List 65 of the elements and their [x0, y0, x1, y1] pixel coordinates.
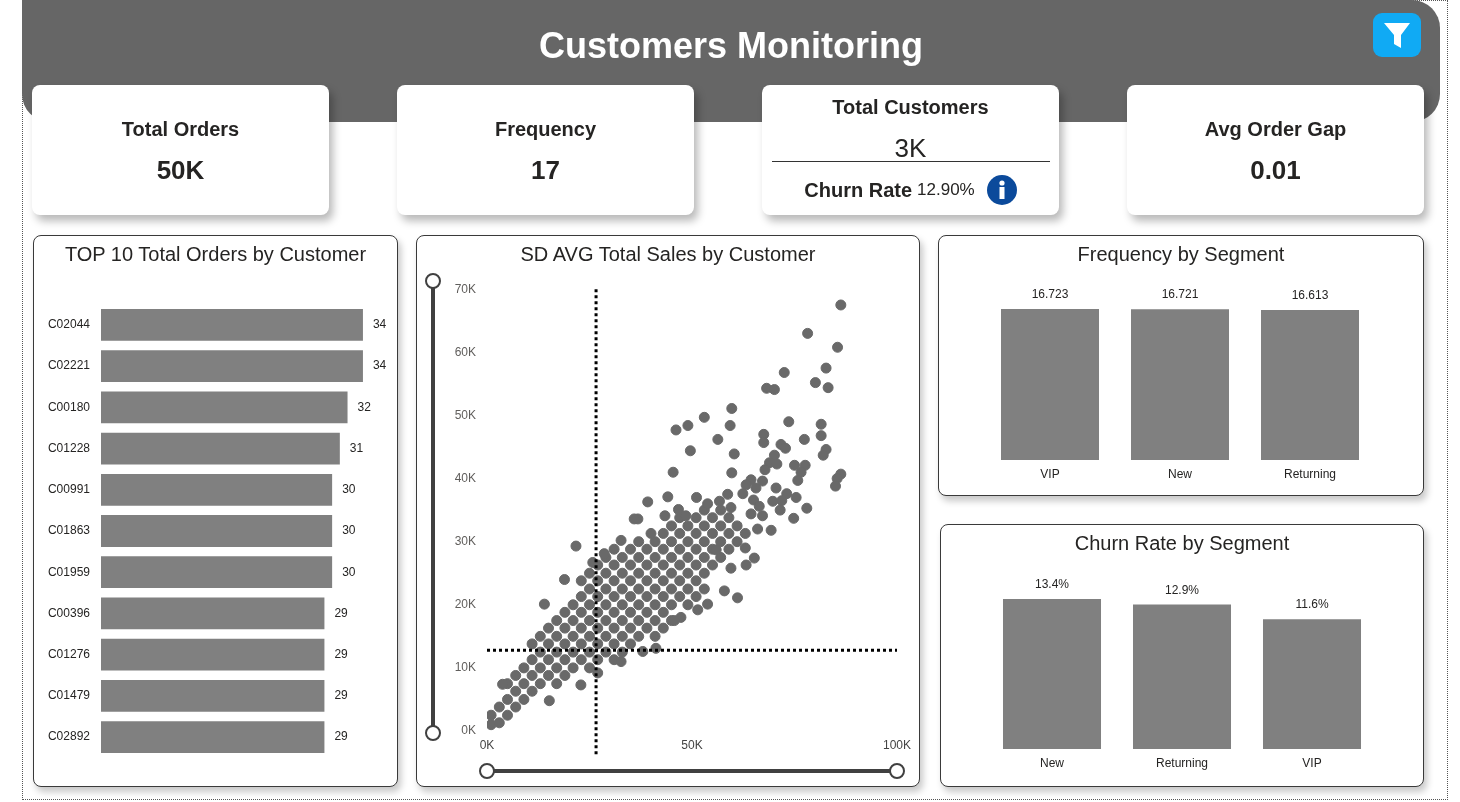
card: Total Customers 3K Churn Rate 12.90%	[762, 85, 1059, 215]
bar	[101, 515, 333, 547]
y-tick-label: C01479	[47, 688, 91, 703]
y-tick-label: C02892	[47, 729, 91, 744]
y-tick-label: 30K	[454, 533, 476, 548]
card: Avg Order Gap 0.01	[1127, 85, 1424, 215]
y-tick-label: C00180	[47, 399, 91, 414]
bar	[101, 432, 340, 465]
x-tick-label: New	[1039, 755, 1065, 770]
x-tick-label: 100K	[882, 737, 912, 752]
x-tick-label: VIP	[1040, 466, 1060, 481]
card: Frequency 17	[397, 85, 694, 215]
data-label: 16.613	[1291, 288, 1329, 303]
data-label: 29	[334, 688, 349, 703]
x-tick-label: VIP	[1302, 755, 1322, 770]
data-label: 31	[349, 440, 364, 455]
data-label: 32	[357, 399, 372, 414]
data-label: 13.4%	[1034, 577, 1070, 592]
y-tick-label: 50K	[454, 407, 476, 422]
data-label: 34	[372, 317, 387, 332]
bar	[101, 721, 325, 754]
bar	[101, 680, 325, 712]
y-tick-label: 20K	[454, 597, 476, 612]
text: Customers Monitoring	[539, 25, 923, 66]
y-tick-label: C02044	[47, 317, 91, 332]
data-label: 29	[334, 729, 349, 744]
y-tick-label: C01959	[47, 564, 91, 579]
bar	[101, 350, 363, 382]
y-tick-label: 0K	[461, 723, 476, 738]
card: Total Orders 50K	[32, 85, 329, 215]
data-label: 16.721	[1161, 287, 1199, 302]
y-tick-label: C02221	[47, 358, 91, 373]
bar	[101, 556, 333, 589]
data-label: 29	[334, 605, 349, 620]
data-label: 34	[372, 358, 387, 373]
x-tick-label: 50K	[681, 737, 703, 752]
y-tick-label: 40K	[454, 470, 476, 485]
data-label: 11.6%	[1295, 597, 1329, 612]
y-tick-label: C00991	[47, 482, 91, 497]
bar	[101, 308, 363, 341]
y-tick-label: C01863	[47, 523, 91, 538]
data-label: 30	[342, 482, 356, 497]
y-tick-label: C01228	[47, 440, 91, 455]
chart-title: Frequency by Segment	[1077, 243, 1285, 265]
x-tick-label: New	[1167, 466, 1193, 481]
data-label: 30	[342, 523, 356, 538]
bar	[101, 473, 333, 506]
y-tick-label: 70K	[454, 281, 476, 296]
bar	[101, 638, 325, 671]
chart-title: TOP 10 Total Orders by Customer	[64, 243, 367, 265]
x-tick-label: 0K	[479, 737, 495, 752]
bar	[101, 391, 348, 424]
y-tick-label: 60K	[454, 344, 476, 359]
chart-title: SD AVG Total Sales by Customer	[520, 243, 816, 265]
bar	[101, 597, 325, 630]
x-tick-label: Returning	[1155, 755, 1209, 770]
y-tick-label: C01276	[47, 647, 91, 662]
data-label: 12.9%	[1164, 582, 1200, 597]
x-tick-label: Returning	[1283, 466, 1337, 481]
y-tick-label: 10K	[454, 660, 476, 675]
data-label: 29	[334, 647, 349, 662]
chart-title: Churn Rate by Segment	[1074, 532, 1290, 554]
data-label: 16.723	[1031, 287, 1069, 302]
data-label: 30	[342, 564, 356, 579]
y-tick-label: C00396	[47, 605, 91, 620]
